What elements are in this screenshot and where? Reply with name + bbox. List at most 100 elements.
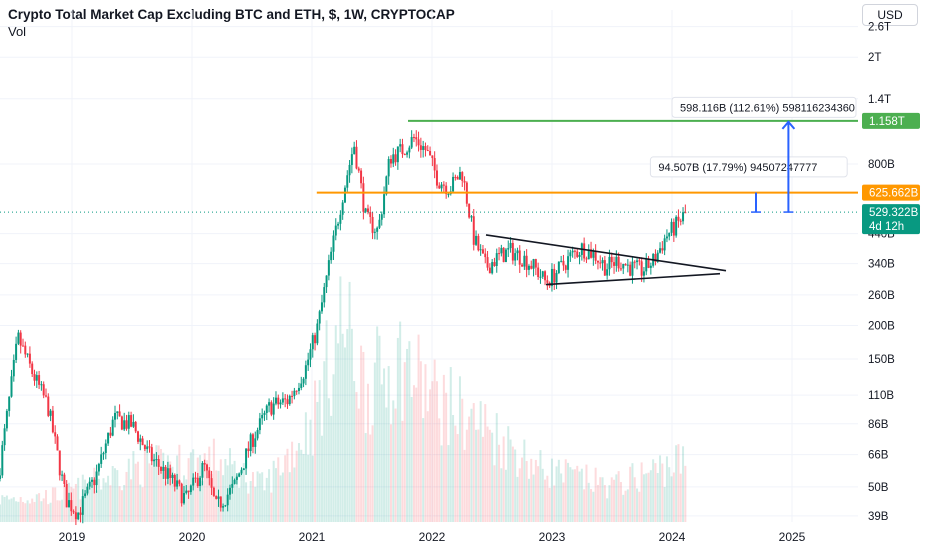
candle-up	[304, 365, 307, 379]
candle-down	[518, 250, 521, 265]
volume-bar	[468, 416, 471, 522]
volume-bar	[539, 450, 542, 522]
candle-down	[277, 397, 280, 405]
volume-bar	[155, 445, 158, 522]
volume-bar	[385, 407, 388, 522]
volume-bar	[622, 494, 625, 522]
y-tick-label: 86B	[868, 419, 889, 431]
price-axis[interactable]: 2.6T2T1.4T800B440B340B260B200B150B110B86…	[862, 22, 920, 523]
volume-bar	[258, 473, 261, 522]
candle-down	[498, 253, 501, 255]
volume-bar	[54, 487, 57, 522]
candle-up	[560, 260, 563, 262]
volume-bar	[350, 328, 353, 522]
volume-bar	[366, 383, 369, 522]
volume-bar	[518, 468, 521, 522]
volume-bar	[10, 498, 13, 522]
volume-bar	[491, 432, 494, 522]
volume-bar	[587, 482, 590, 522]
candle-down	[502, 247, 505, 263]
candle-up	[385, 176, 388, 195]
volume-bar	[261, 472, 264, 522]
candle-up	[606, 269, 609, 276]
candle-down	[21, 345, 24, 347]
candle-up	[578, 254, 581, 257]
candle-up	[8, 396, 11, 411]
candle-down	[429, 151, 432, 156]
candle-down	[205, 464, 208, 471]
candle-up	[123, 420, 126, 430]
currency-selector[interactable]: USD	[862, 4, 918, 26]
candle-down	[44, 395, 47, 397]
volume-bar	[109, 485, 112, 522]
candle-up	[378, 219, 381, 228]
volume-bar	[608, 485, 611, 522]
volume-bar	[507, 426, 510, 522]
candle-up	[601, 260, 604, 264]
candle-up	[3, 428, 6, 446]
volume-bar	[146, 452, 149, 522]
volume-bar	[495, 413, 498, 522]
volume-bar	[286, 448, 289, 522]
volume-bar	[447, 445, 450, 522]
candle-up	[406, 152, 409, 155]
volume-bar	[479, 401, 482, 522]
y-tick-label: 1.4T	[868, 94, 891, 106]
candle-down	[215, 495, 218, 499]
candle-down	[562, 260, 565, 266]
candle-up	[491, 262, 494, 274]
volume-indicator-label[interactable]: Vol	[8, 24, 27, 39]
candle-down	[109, 432, 112, 436]
candle-up	[185, 490, 188, 494]
candle-up	[327, 260, 330, 276]
volume-bar	[590, 489, 593, 522]
volume-bar	[270, 492, 273, 522]
volume-bar	[387, 366, 390, 522]
volume-bar	[164, 481, 167, 522]
volume-bar	[205, 460, 208, 522]
candle-up	[668, 232, 671, 237]
x-tick-label: 2024	[659, 530, 686, 544]
volume-bar	[332, 374, 335, 522]
volume-bar	[327, 398, 330, 522]
time-axis[interactable]: 2019 2020 2021 2022 2023 2024 2025	[59, 530, 806, 544]
volume-bar	[672, 472, 675, 522]
candle-up	[228, 487, 231, 495]
candle-down	[594, 250, 597, 261]
candle-up	[279, 402, 282, 405]
candle-up	[670, 221, 673, 233]
candle-down	[148, 446, 151, 448]
volume-bar	[560, 473, 563, 522]
candle-up	[217, 496, 220, 499]
volume-bar	[118, 486, 121, 522]
candle-up	[495, 253, 498, 266]
volume-bar	[295, 450, 298, 522]
triangle-upper-line	[485, 234, 727, 272]
volume-bar	[314, 380, 317, 522]
volume-bar	[302, 453, 305, 522]
volume-bar	[343, 347, 346, 522]
volume-bar	[656, 472, 659, 522]
candle-up	[258, 418, 261, 431]
volume-bar	[93, 467, 96, 522]
volume-bar	[424, 364, 427, 522]
volume-bar	[652, 459, 655, 522]
candle-up	[233, 479, 236, 484]
volume-bar	[431, 381, 434, 522]
volume-bar	[454, 425, 457, 522]
candle-up	[309, 349, 312, 360]
volume-bar	[417, 334, 420, 522]
candle-up	[272, 403, 275, 415]
volume-bar	[429, 389, 432, 522]
candle-down	[118, 411, 121, 417]
x-tick-label: 2020	[179, 530, 206, 544]
y-tick-label: 2.6T	[868, 22, 891, 34]
volume-bar	[679, 473, 682, 522]
volume-bar	[465, 429, 468, 522]
bar-countdown-label: 4d 12h	[869, 221, 904, 233]
candle-down	[633, 261, 636, 263]
candle-up	[337, 223, 340, 226]
volume-bar	[210, 474, 213, 522]
candle-up	[541, 271, 544, 277]
